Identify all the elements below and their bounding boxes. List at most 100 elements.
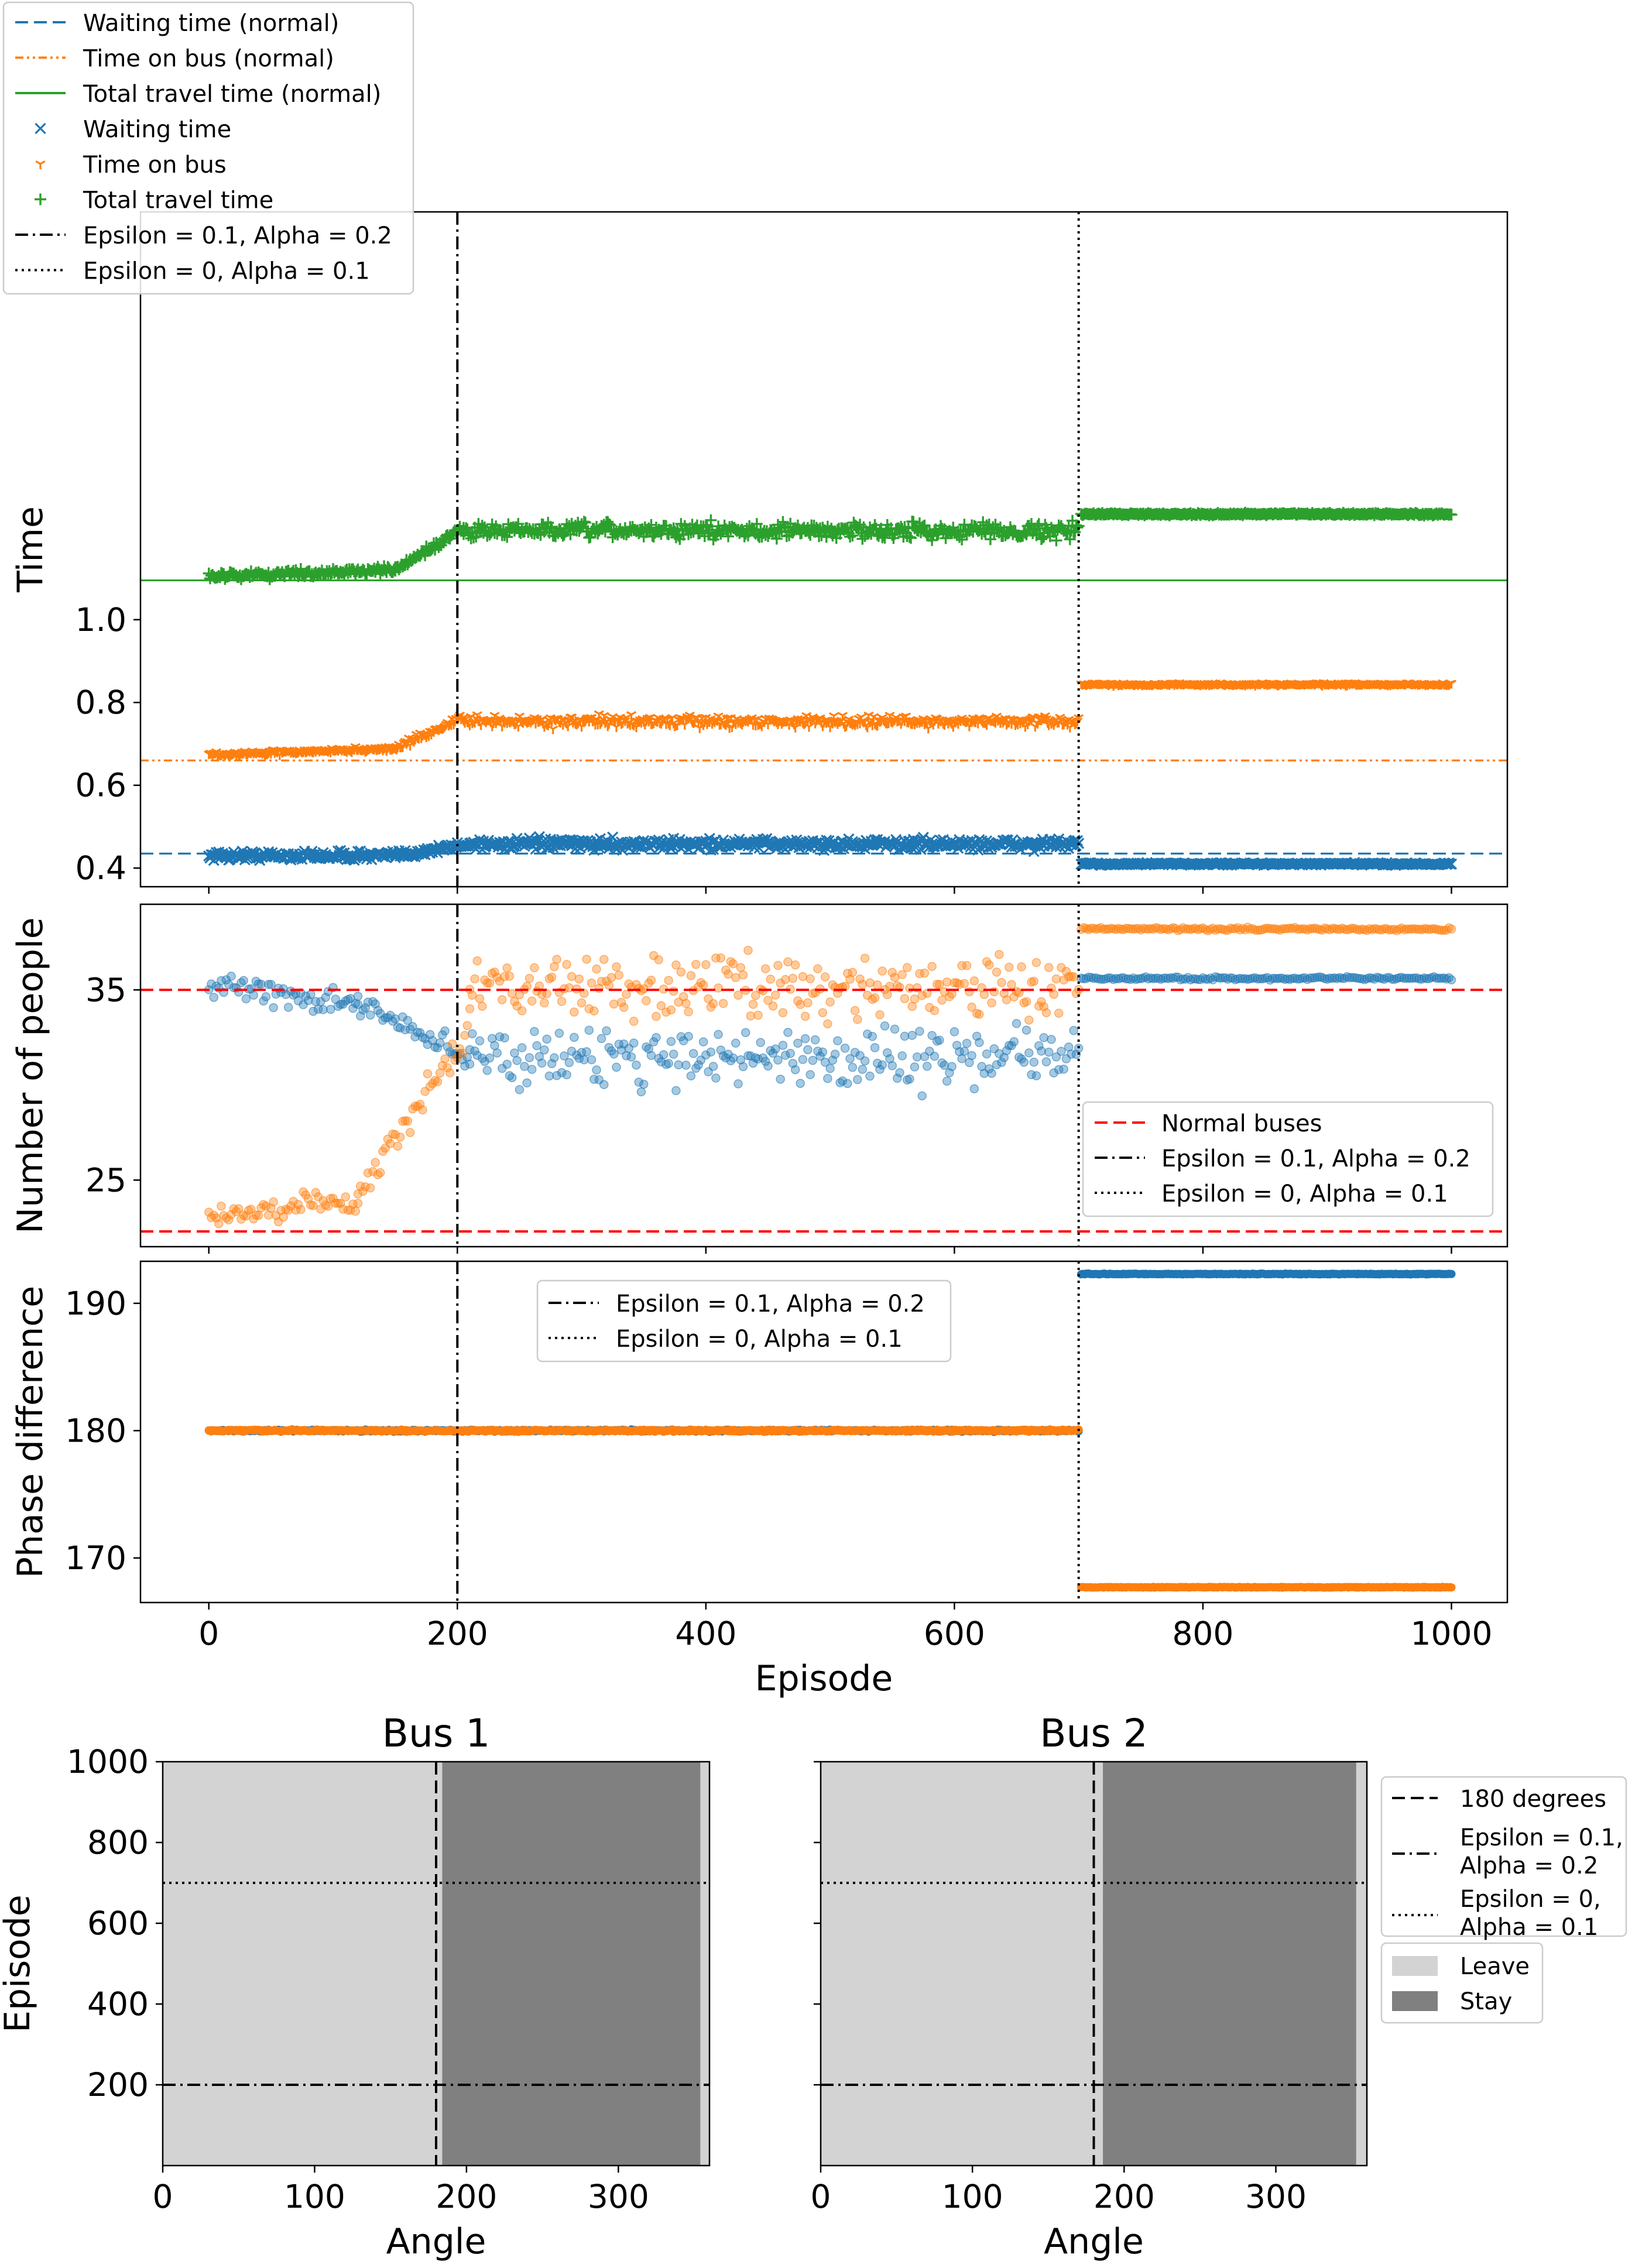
people-point (371, 1158, 380, 1167)
people-point (810, 1035, 820, 1045)
time-point (1037, 531, 1049, 544)
people-point (540, 998, 549, 1008)
people-point (649, 1037, 659, 1046)
people-point (460, 1061, 469, 1071)
people-point (1069, 1025, 1078, 1035)
time-series-1 (204, 679, 1457, 761)
people-point (930, 1051, 940, 1061)
people-point (868, 1032, 877, 1041)
people-point (925, 1003, 934, 1013)
people-point (485, 1053, 495, 1063)
people-point (975, 1038, 984, 1047)
people-point (798, 972, 808, 982)
people-point (1345, 973, 1355, 983)
time-point (683, 528, 695, 540)
people-point (935, 1035, 944, 1045)
people-point (527, 1065, 537, 1074)
people-point (724, 969, 733, 979)
people-point (445, 1068, 455, 1078)
people-point (949, 1027, 959, 1037)
people-point (510, 997, 519, 1006)
people-point (227, 972, 236, 981)
people-point (947, 989, 957, 999)
people-point (256, 979, 266, 989)
people-point (266, 980, 276, 989)
people-point (646, 975, 656, 985)
people-point (900, 1031, 910, 1041)
people-point (877, 1060, 887, 1070)
people-point (671, 1086, 681, 1096)
people-point (1392, 926, 1401, 935)
people-point (1029, 976, 1038, 986)
people-point (639, 1079, 649, 1089)
people-point (629, 1038, 639, 1048)
people-point (612, 1062, 621, 1072)
people-point (803, 998, 813, 1008)
time-point (918, 519, 931, 531)
people-point (766, 975, 775, 984)
people-point (395, 1023, 405, 1033)
people-point (910, 994, 920, 1004)
people-point (614, 970, 623, 980)
people-point (604, 980, 614, 990)
people-point (853, 1014, 862, 1024)
people-point (249, 990, 258, 1000)
people-point (930, 1006, 940, 1015)
people-point (967, 1003, 976, 1012)
people-point (246, 1205, 256, 1214)
people-point (574, 974, 584, 984)
people-point (214, 1219, 224, 1229)
people-point (875, 1010, 885, 1020)
people-point (773, 1055, 783, 1065)
people-point (962, 1038, 972, 1048)
people-point (666, 1005, 676, 1015)
people-point (470, 1046, 479, 1056)
people-point (1250, 925, 1260, 935)
people-point (985, 1064, 994, 1073)
time-point (837, 712, 848, 721)
people-point (385, 1139, 395, 1148)
people-point (694, 1060, 703, 1070)
time-point (1071, 835, 1084, 847)
people-point (932, 979, 942, 989)
people-point (423, 1069, 433, 1079)
people-point (592, 1065, 601, 1075)
people-point (490, 1041, 499, 1051)
people-point (768, 1048, 778, 1058)
people-point (351, 1206, 360, 1216)
people-point (1400, 973, 1409, 983)
people-point (1024, 1048, 1034, 1058)
people-point (589, 1006, 599, 1016)
people-point (656, 1001, 666, 1011)
people-point (505, 972, 515, 981)
people-point (820, 972, 830, 982)
people-point (711, 953, 721, 963)
people-point (405, 1128, 415, 1137)
people-point (458, 1048, 467, 1058)
people-point (823, 1019, 832, 1029)
people-point (530, 963, 539, 973)
people-point (306, 990, 316, 999)
people-point (1017, 962, 1026, 972)
time-point (1446, 680, 1457, 689)
people-point (1337, 973, 1347, 983)
time-point (770, 533, 783, 545)
people-point (400, 1116, 410, 1126)
people-point (308, 1007, 318, 1016)
people-point (375, 1168, 385, 1178)
people-point (622, 989, 631, 999)
time-point (533, 831, 546, 843)
time-point (844, 530, 856, 543)
people-point (708, 1062, 718, 1071)
people-series-0 (204, 972, 1456, 1101)
time-point (1035, 533, 1047, 545)
people-point (738, 970, 748, 980)
people-point (602, 1026, 611, 1036)
people-point (365, 1010, 375, 1020)
time-point (926, 534, 938, 546)
people-point (293, 1200, 303, 1209)
people-point (907, 1001, 917, 1011)
people-point (917, 991, 927, 1000)
people-point (365, 1183, 375, 1193)
people-point (845, 1054, 855, 1063)
